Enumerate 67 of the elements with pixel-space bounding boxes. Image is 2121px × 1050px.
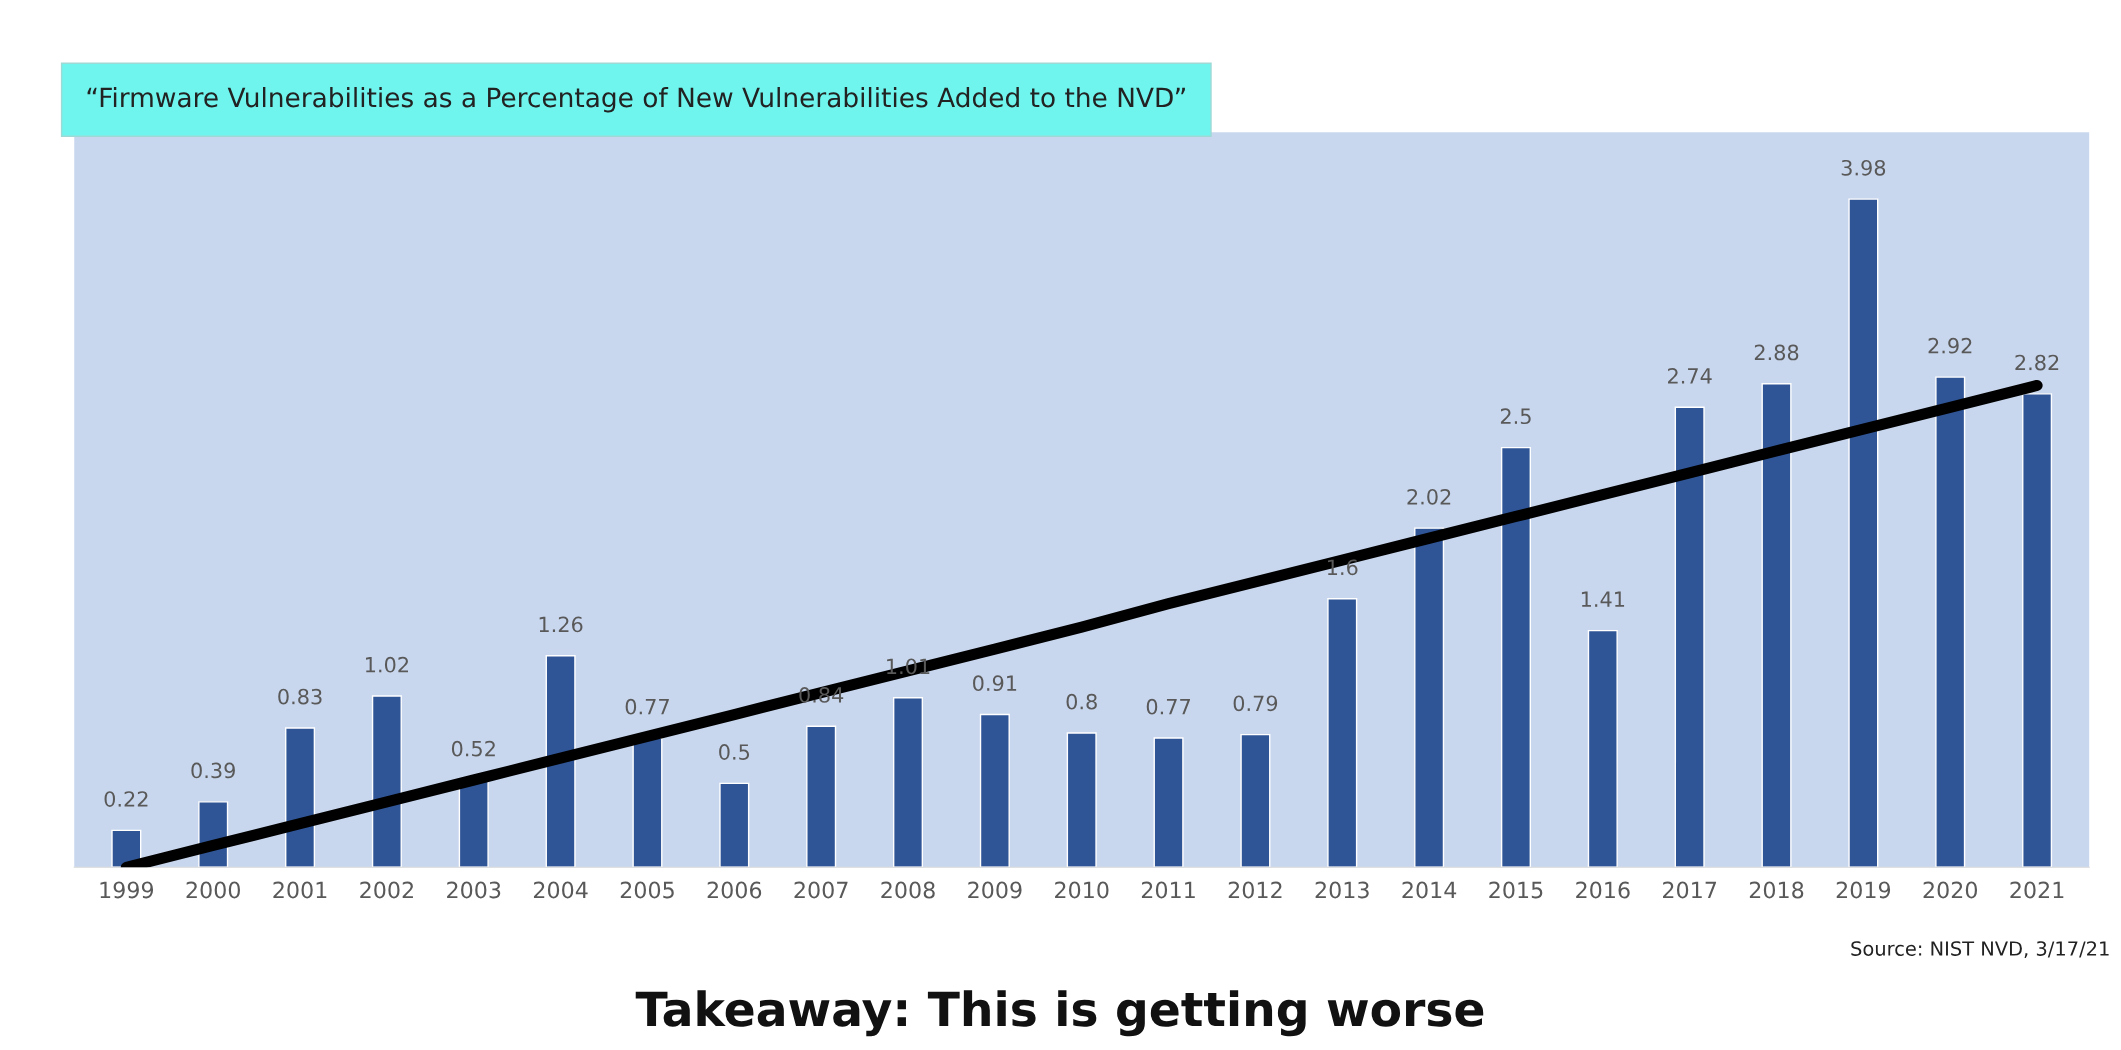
- bar: [806, 725, 837, 868]
- data-label: 0.77: [625, 698, 669, 715]
- x-tick-label: 2006: [707, 881, 762, 899]
- bar: [1674, 406, 1705, 868]
- data-label: 2.5: [1500, 408, 1531, 425]
- x-tick-label: 2000: [186, 881, 240, 899]
- x-tick-label: 2018: [1749, 881, 1804, 899]
- data-label: 2.74: [1668, 368, 1712, 384]
- x-tick-label: 2003: [447, 881, 501, 899]
- bar: [545, 655, 576, 868]
- x-tick-label: 2014: [1402, 881, 1457, 899]
- x-tick-label: 2009: [968, 881, 1022, 899]
- bar: [285, 727, 316, 868]
- x-tick-label: 2017: [1663, 881, 1717, 899]
- data-label: 0.83: [278, 688, 322, 705]
- x-tick-label: 2001: [273, 881, 327, 899]
- data-label: 2.82: [2015, 354, 2059, 371]
- data-label: 2.88: [1754, 344, 1799, 361]
- bar: [1500, 446, 1531, 868]
- x-tick-label: 2010: [1055, 881, 1109, 899]
- bar: [979, 713, 1010, 868]
- bar: [1414, 527, 1445, 868]
- x-tick-label: 2013: [1315, 881, 1369, 899]
- x-tick-label: 2004: [533, 881, 588, 899]
- data-label: 2.92: [1928, 337, 1972, 354]
- x-tick-label: 2012: [1228, 881, 1282, 899]
- bar: [371, 695, 402, 868]
- bar: [2022, 393, 2053, 868]
- x-tick-label: 2021: [2010, 881, 2064, 899]
- data-label: 0.22: [104, 791, 148, 807]
- x-tick-label: 2016: [1576, 881, 1630, 899]
- data-label: 0.79: [1233, 695, 1278, 712]
- bar: [1327, 597, 1358, 868]
- data-label: 3.98: [1841, 159, 1886, 176]
- chart-title: “Firmware Vulnerabilities as a Percentage of New Vulnerabilities Added to the NVD”: [87, 86, 1185, 113]
- bar: [1240, 733, 1271, 868]
- x-tick-label: 1999: [100, 881, 154, 899]
- bar: [892, 697, 924, 868]
- x-tick-label: 2007: [794, 881, 848, 899]
- data-label: 1.02: [365, 656, 409, 673]
- x-tick-label: 2019: [1836, 881, 1891, 899]
- bar: [1935, 376, 1966, 868]
- bar: [1761, 383, 1792, 868]
- x-tick-label: 2011: [1141, 881, 1195, 899]
- bar: [1153, 737, 1184, 868]
- x-tick-label: 2005: [620, 881, 674, 899]
- x-tick-label: 2015: [1489, 881, 1543, 899]
- bar: [458, 779, 489, 868]
- data-label: 0.77: [1146, 698, 1190, 715]
- x-tick-label: 2020: [1923, 881, 1978, 899]
- x-tick-label: 2008: [881, 881, 935, 899]
- data-label: 0.91: [973, 675, 1017, 692]
- bar: [1587, 629, 1618, 868]
- bar: [1848, 198, 1879, 868]
- x-tick-label: 2002: [360, 881, 413, 899]
- data-label: 2.02: [1407, 488, 1451, 505]
- data-label: 0.39: [191, 762, 235, 779]
- data-label: 1.41: [1581, 591, 1625, 607]
- data-label: 1.26: [539, 616, 583, 633]
- bar: [719, 782, 750, 868]
- data-label: 0.8: [1066, 693, 1097, 710]
- data-label: 0.5: [719, 744, 750, 760]
- bar: [632, 737, 663, 868]
- data-label: 0.52: [451, 740, 495, 757]
- text: Takeaway: This is getting worse: [635, 990, 1484, 1037]
- bar: [1066, 732, 1097, 868]
- source-note: Source: NIST NVD, 3/17/21: [1851, 941, 2109, 958]
